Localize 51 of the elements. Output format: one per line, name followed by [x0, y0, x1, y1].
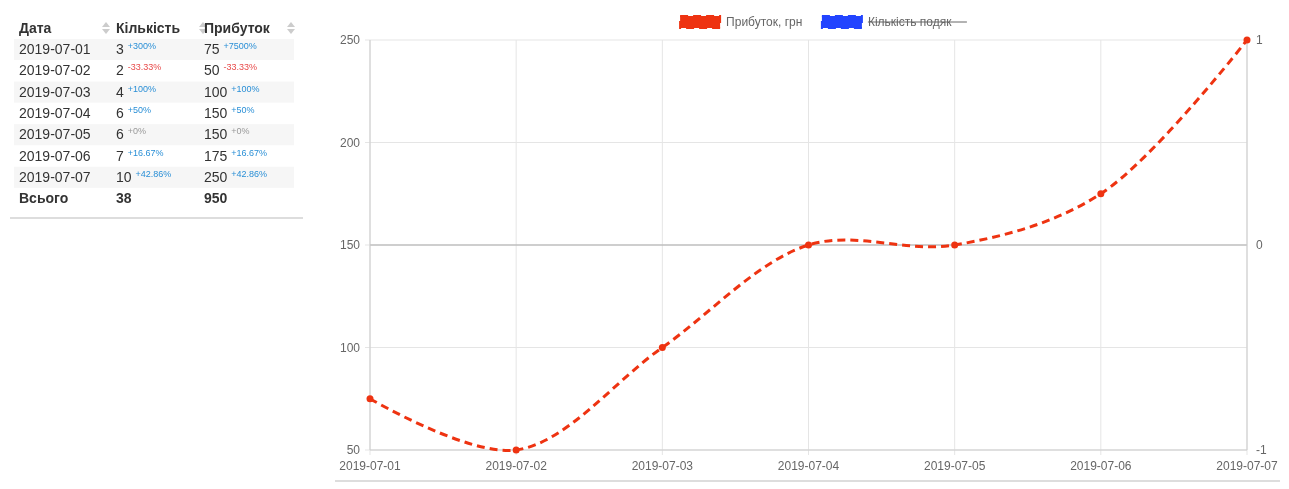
- x-tick-label: 2019-07-06: [1070, 459, 1132, 473]
- x-tick-label: 2019-07-02: [485, 459, 548, 473]
- text: 6 $^{+0%}$: [116, 125, 146, 143]
- y-tick-label: 150: [339, 238, 361, 253]
- category-label: 2019-07-05: [19, 126, 91, 143]
- category-label: 2019-07-03: [19, 83, 91, 100]
- y-tick-label: 200: [339, 135, 361, 150]
- text: 150 $^{+0%}$: [204, 125, 250, 143]
- point: [1243, 36, 1251, 44]
- text: 50 $^{-33.33%}$: [204, 61, 257, 79]
- y-tick-label: 250: [339, 33, 361, 48]
- point: [805, 241, 812, 249]
- category-label: 2019-07-04: [19, 104, 91, 121]
- text: 3 $^{+300%}$: [116, 40, 156, 57]
- text: 6 $^{+50%}$: [116, 104, 151, 121]
- y-tick-label: 100: [339, 340, 361, 355]
- y2-tick-label: 1: [1256, 33, 1263, 48]
- text: 7 $^{+16.67%}$: [116, 147, 164, 164]
- text: 75 $^{+7500%}$: [204, 40, 257, 57]
- category-label: Всього: [19, 190, 69, 207]
- category-label: Кількість: [116, 20, 181, 36]
- text: 100 $^{+100%}$: [204, 83, 260, 100]
- category-label: Дата: [19, 20, 52, 36]
- text: 2 $^{-33.33%}$: [116, 61, 162, 79]
- point: [366, 395, 374, 403]
- category-label: Прибуток: [204, 20, 271, 36]
- point: [658, 344, 666, 351]
- text: 4 $^{+100%}$: [116, 83, 156, 100]
- category-label: 2019-07-07: [19, 168, 91, 185]
- text: 950: [204, 190, 228, 207]
- y2-tick-label: 0: [1256, 238, 1263, 253]
- legend-label: Кількість подяк: [867, 15, 953, 30]
- text: 250 $^{+42.86%}$: [204, 168, 268, 185]
- point: [512, 446, 520, 454]
- x-tick-label: 2019-07-04: [777, 459, 840, 473]
- category-label: 2019-07-02: [19, 62, 91, 79]
- text: 10 $^{+42.86%}$: [116, 168, 172, 185]
- y-tick-label: 50: [346, 443, 361, 458]
- x-tick-label: 2019-07-01: [339, 459, 402, 473]
- y2-tick-label: -1: [1256, 443, 1267, 458]
- point: [1097, 190, 1105, 198]
- category-label: 2019-07-06: [19, 147, 91, 164]
- category-label: 2019-07-01: [19, 41, 91, 57]
- text: 38: [116, 190, 132, 207]
- x-tick-label: 2019-07-07: [1216, 459, 1279, 473]
- text: 175 $^{+16.67%}$: [204, 147, 268, 164]
- x-tick-label: 2019-07-03: [631, 459, 694, 473]
- point: [951, 241, 959, 249]
- text: 150 $^{+50%}$: [204, 104, 255, 121]
- legend-label: Прибуток, грн: [726, 15, 803, 30]
- x-tick-label: 2019-07-05: [923, 459, 986, 473]
